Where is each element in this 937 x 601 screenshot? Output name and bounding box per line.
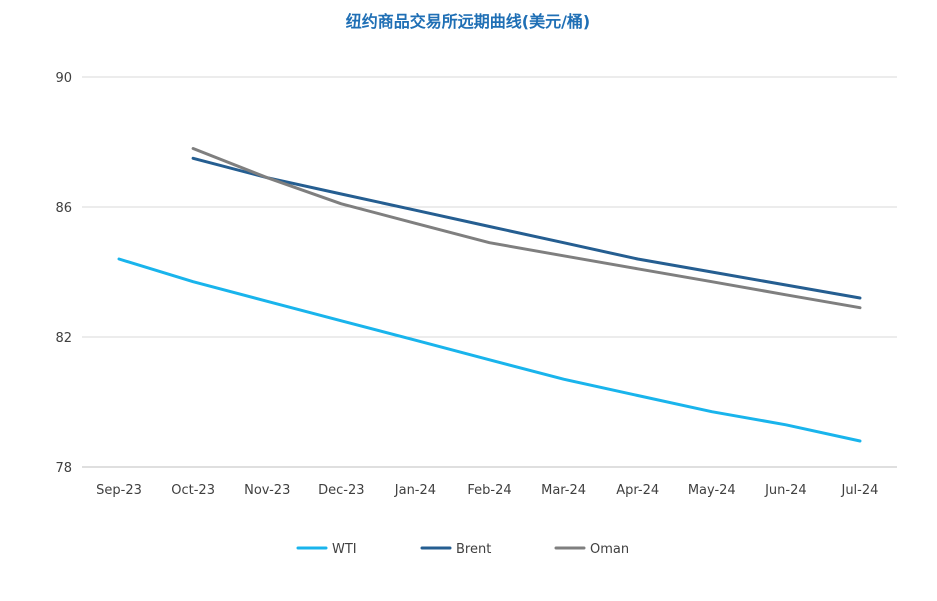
x-tick-label: Nov-23 [244,483,290,498]
legend-item-wti[interactable]: WTI [296,542,357,557]
x-tick-label: Feb-24 [467,483,511,498]
gridlines [82,76,897,468]
chart-title: 纽约商品交易所远期曲线(美元/桶) [346,12,590,31]
y-tick-label: 82 [55,331,72,346]
x-tick-label: Dec-23 [318,483,364,498]
series-line-wti [117,257,862,443]
legend: WTI Brent Oman [296,542,629,557]
x-tick-label: Sep-23 [96,483,142,498]
x-tick-label: Jan-24 [394,483,436,498]
x-tick-label: Jul-24 [840,483,878,498]
y-tick-label: 90 [55,71,72,86]
x-tick-label: Apr-24 [616,483,659,498]
x-tick-label: Oct-23 [171,483,215,498]
x-tick-label: Mar-24 [541,483,586,498]
series-line-oman [191,147,862,310]
x-axis-ticks: Sep-23 Oct-23 Nov-23 Dec-23 Jan-24 Feb-24 Mar-… [96,483,878,498]
y-tick-label: 78 [55,461,72,476]
y-tick-label: 86 [55,201,72,216]
series-line-brent [191,156,862,300]
legend-label: Oman [590,542,629,557]
series-lines [117,147,862,443]
x-tick-label: Jun-24 [764,483,807,498]
legend-item-brent[interactable]: Brent [420,542,491,557]
legend-label: WTI [332,542,357,557]
legend-item-oman[interactable]: Oman [554,542,629,557]
legend-label: Brent [456,542,491,557]
x-tick-label: May-24 [688,483,736,498]
y-axis-ticks: 78 82 86 90 [55,71,72,476]
